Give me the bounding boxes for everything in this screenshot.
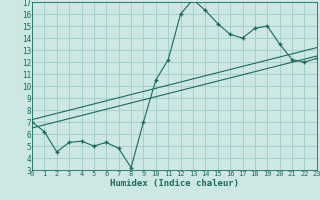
- X-axis label: Humidex (Indice chaleur): Humidex (Indice chaleur): [110, 179, 239, 188]
